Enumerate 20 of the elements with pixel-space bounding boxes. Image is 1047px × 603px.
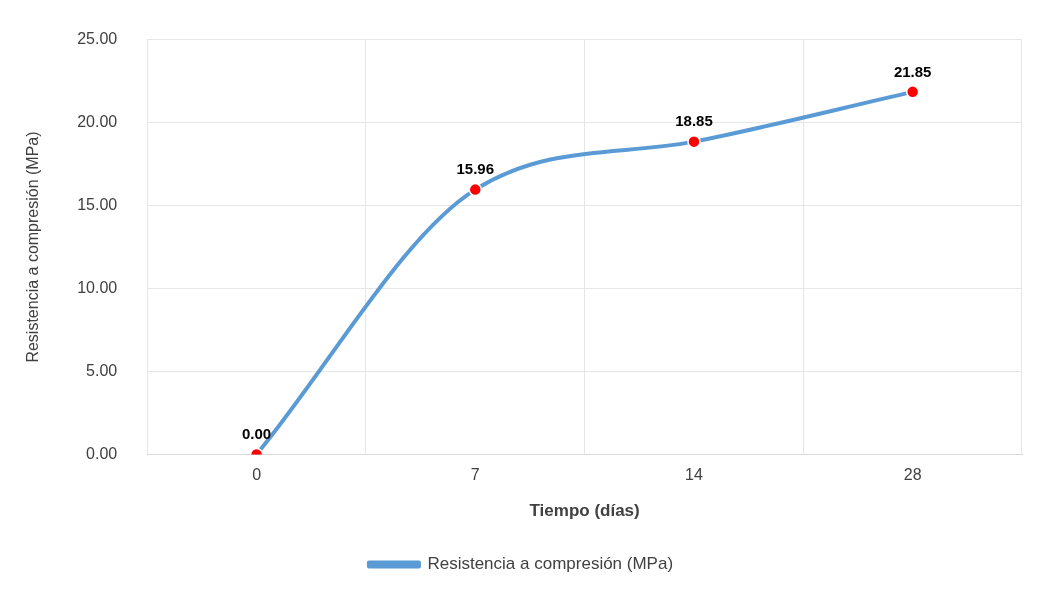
y-tick-label: 25.00 xyxy=(77,30,118,48)
y-tick-label: 20.00 xyxy=(77,112,118,130)
x-axis-title: Tiempo (días) xyxy=(529,501,640,521)
x-tick-label: 28 xyxy=(903,466,922,484)
y-tick-label: 10.00 xyxy=(77,278,118,296)
legend-label: Resistencia a compresión (MPa) xyxy=(427,554,674,574)
y-axis-title: Resistencia a compresión (MPa) xyxy=(24,131,42,363)
point xyxy=(687,134,701,149)
data-label: 0.00 xyxy=(241,425,272,443)
x-tick-label: 0 xyxy=(252,466,262,484)
y-tick-label: 5.00 xyxy=(86,361,118,379)
point xyxy=(468,182,483,197)
data-label: 15.96 xyxy=(456,160,495,178)
y-tick-label: 0.00 xyxy=(86,444,118,462)
x-tick-label: 14 xyxy=(685,466,703,484)
y-tick-label: 15.00 xyxy=(77,195,118,213)
data-label: 18.85 xyxy=(675,112,713,130)
point xyxy=(905,85,920,99)
data-label: 21.85 xyxy=(893,62,932,80)
x-tick-label: 7 xyxy=(470,466,480,484)
